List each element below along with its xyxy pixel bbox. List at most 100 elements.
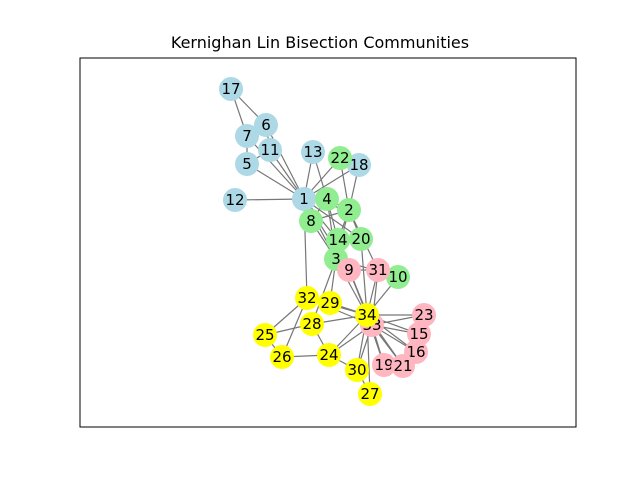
node-14: 14 xyxy=(326,228,350,252)
node-label: 6 xyxy=(261,116,271,134)
node-circle xyxy=(299,209,323,233)
node-21: 21 xyxy=(391,354,415,378)
node-circle xyxy=(223,188,247,212)
node-18: 18 xyxy=(347,153,371,177)
chart-title: Kernighan Lin Bisection Communities xyxy=(170,33,470,52)
node-circle xyxy=(386,265,410,289)
node-label: 8 xyxy=(306,212,316,230)
node-label: 10 xyxy=(388,268,407,286)
node-25: 25 xyxy=(253,323,277,347)
node-circle xyxy=(301,140,325,164)
node-11: 11 xyxy=(258,138,282,162)
node-circle xyxy=(345,358,369,382)
node-circle xyxy=(254,113,278,137)
edge-1-7 xyxy=(246,135,305,200)
node-32: 32 xyxy=(295,286,319,310)
node-8: 8 xyxy=(299,209,323,233)
node-30: 30 xyxy=(345,358,369,382)
node-circle xyxy=(235,152,259,176)
node-28: 28 xyxy=(300,312,324,336)
node-27: 27 xyxy=(358,382,382,406)
node-label: 13 xyxy=(303,143,322,161)
node-34: 34 xyxy=(355,303,379,327)
node-label: 25 xyxy=(255,326,274,344)
node-1: 1 xyxy=(292,187,316,211)
node-17: 17 xyxy=(219,77,243,101)
node-4: 4 xyxy=(315,187,339,211)
edge-1-6 xyxy=(265,124,305,200)
node-label: 9 xyxy=(344,261,354,279)
node-circle xyxy=(337,258,361,282)
node-circle xyxy=(347,153,371,177)
node-label: 7 xyxy=(242,127,252,145)
node-circle xyxy=(235,124,259,148)
node-label: 3 xyxy=(331,250,341,268)
node-circle xyxy=(358,382,382,406)
node-24: 24 xyxy=(317,343,341,367)
node-circle xyxy=(328,146,352,170)
node-label: 18 xyxy=(349,156,368,174)
node-circle xyxy=(253,323,277,347)
node-circle xyxy=(295,286,319,310)
node-label: 20 xyxy=(351,230,370,248)
node-label: 28 xyxy=(302,315,321,333)
node-15: 15 xyxy=(407,322,431,346)
node-29: 29 xyxy=(318,291,342,315)
node-label: 34 xyxy=(357,306,376,324)
node-label: 1 xyxy=(299,190,309,208)
node-circle xyxy=(407,322,431,346)
node-circle xyxy=(412,303,436,327)
node-5: 5 xyxy=(235,152,259,176)
node-label: 32 xyxy=(297,289,316,307)
node-label: 5 xyxy=(242,155,252,173)
node-12: 12 xyxy=(223,188,247,212)
node-label: 22 xyxy=(330,149,349,167)
node-circle xyxy=(270,345,294,369)
node-label: 17 xyxy=(221,80,240,98)
node-label: 24 xyxy=(319,346,338,364)
node-7: 7 xyxy=(235,124,259,148)
node-label: 15 xyxy=(409,325,428,343)
node-label: 30 xyxy=(347,361,366,379)
node-label: 12 xyxy=(225,191,244,209)
node-2: 2 xyxy=(337,198,361,222)
node-13: 13 xyxy=(301,140,325,164)
node-circle xyxy=(337,198,361,222)
node-26: 26 xyxy=(270,345,294,369)
node-label: 31 xyxy=(368,261,387,279)
node-label: 4 xyxy=(322,190,332,208)
node-label: 14 xyxy=(328,231,347,249)
node-label: 29 xyxy=(320,294,339,312)
node-19: 19 xyxy=(372,353,396,377)
node-10: 10 xyxy=(386,265,410,289)
node-31: 31 xyxy=(366,258,390,282)
node-circle xyxy=(258,138,282,162)
node-circle xyxy=(366,258,390,282)
node-circle xyxy=(355,303,379,327)
node-9: 9 xyxy=(337,258,361,282)
node-label: 16 xyxy=(406,343,425,361)
node-label: 26 xyxy=(272,348,291,366)
node-circle xyxy=(315,187,339,211)
node-label: 19 xyxy=(374,356,393,374)
node-label: 21 xyxy=(393,357,412,375)
node-circle xyxy=(317,343,341,367)
node-23: 23 xyxy=(412,303,436,327)
node-label: 11 xyxy=(260,141,279,159)
node-circle xyxy=(349,227,373,251)
node-circle xyxy=(300,312,324,336)
node-circle xyxy=(292,187,316,211)
node-circle xyxy=(391,354,415,378)
node-6: 6 xyxy=(254,113,278,137)
node-22: 22 xyxy=(328,146,352,170)
node-20: 20 xyxy=(349,227,373,251)
node-circle xyxy=(372,353,396,377)
edge-20-34 xyxy=(360,238,368,316)
node-circle xyxy=(219,77,243,101)
node-label: 23 xyxy=(414,306,433,324)
node-label: 27 xyxy=(360,385,379,403)
node-circle xyxy=(318,291,342,315)
node-circle xyxy=(326,228,350,252)
